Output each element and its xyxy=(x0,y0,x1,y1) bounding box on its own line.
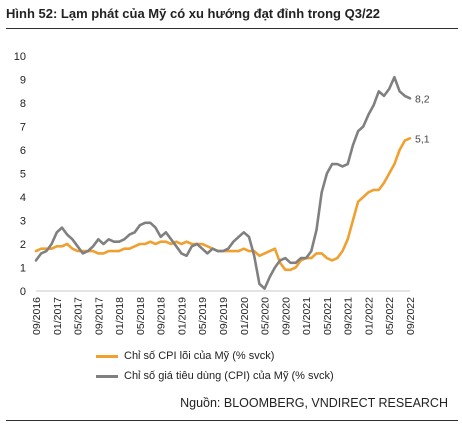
y-tick-label: 8 xyxy=(20,98,26,110)
legend-item-cpi: Chỉ số giá tiêu dùng (CPI) của Mỹ (% svc… xyxy=(96,366,334,386)
y-tick-label: 5 xyxy=(20,169,26,181)
end-label-cpi: 8,2 xyxy=(415,93,430,105)
x-tick-label: 05/2021 xyxy=(322,297,334,335)
y-tick-label: 7 xyxy=(20,122,26,134)
x-tick-label: 05/2019 xyxy=(197,297,209,335)
x-tick-label: 01/2017 xyxy=(52,297,64,335)
chart-title: Hình 52: Lạm phát của Mỹ có xu hướng đạt… xyxy=(6,6,381,21)
source-divider xyxy=(6,420,458,421)
series-line-cpi xyxy=(34,75,412,290)
legend-swatch-cpi xyxy=(96,374,118,378)
series-layer: 5,1 8,2 xyxy=(34,75,430,290)
x-tick-label: 09/2021 xyxy=(343,297,355,335)
y-axis: 0 1 2 3 4 5 6 7 8 9 10 xyxy=(14,51,26,298)
x-axis: 09/2016 01/2017 05/2017 09/2017 01/2018 05/20… xyxy=(31,290,417,335)
x-tick-label: 01/2021 xyxy=(301,297,313,335)
legend-label-cpi: Chỉ số giá tiêu dùng (CPI) của Mỹ (% svc… xyxy=(124,370,334,382)
x-tick-label: 09/2019 xyxy=(218,297,230,335)
x-tick-label: 09/2016 xyxy=(31,297,43,335)
x-tick-label: 01/2018 xyxy=(114,297,126,335)
x-tick-label: 05/2020 xyxy=(260,297,272,335)
y-tick-label: 9 xyxy=(20,75,26,87)
x-tick-label: 09/2017 xyxy=(93,297,105,335)
chart-legend: Chỉ số CPI lõi của Mỹ (% svck) Chỉ số gi… xyxy=(96,346,334,386)
y-tick-label: 4 xyxy=(20,192,26,204)
y-tick-label: 10 xyxy=(14,51,26,63)
x-tick-label: 01/2019 xyxy=(176,297,188,335)
x-tick-label: 05/2018 xyxy=(135,297,147,335)
legend-label-core-cpi: Chỉ số CPI lõi của Mỹ (% svck) xyxy=(124,350,275,362)
legend-swatch-core-cpi xyxy=(96,354,118,358)
y-tick-label: 3 xyxy=(20,216,26,228)
y-tick-label: 0 xyxy=(20,286,26,298)
legend-item-core-cpi: Chỉ số CPI lõi của Mỹ (% svck) xyxy=(96,346,334,366)
x-tick-label: 09/2022 xyxy=(405,297,417,335)
title-divider xyxy=(6,28,458,29)
x-tick-label: 01/2022 xyxy=(363,297,375,335)
y-tick-label: 1 xyxy=(20,263,26,275)
y-tick-label: 2 xyxy=(20,239,26,251)
x-tick-label: 09/2018 xyxy=(156,297,168,335)
x-tick-label: 05/2022 xyxy=(384,297,396,335)
x-tick-label: 05/2017 xyxy=(73,297,85,335)
y-tick-label: 6 xyxy=(20,145,26,157)
source-note: Nguồn: BLOOMBERG, VNDIRECT RESEARCH xyxy=(180,396,448,410)
x-tick-label: 01/2020 xyxy=(239,297,251,335)
end-label-core-cpi: 5,1 xyxy=(415,133,430,145)
x-tick-label: 09/2020 xyxy=(280,297,292,335)
